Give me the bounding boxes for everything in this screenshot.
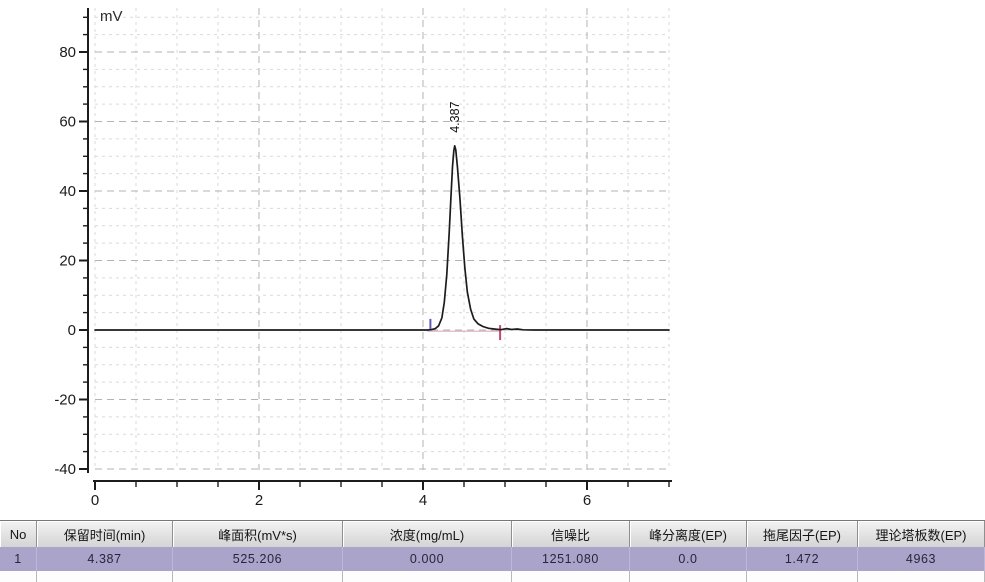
col-header-signal-noise-ratio: 信噪比 (512, 521, 630, 547)
axis-tick-labels: -40 -20 0 20 40 60 80 0 2 4 6 mV (54, 8, 591, 509)
col-header-retention-time: 保留时间(min) (37, 521, 173, 547)
x-tick-label: 2 (255, 492, 263, 509)
chromatogram-trace (94, 144, 670, 331)
col-header-concentration: 浓度(mg/mL) (343, 521, 512, 547)
peak-retention-time-label: 4.387 (448, 101, 462, 132)
col-header-no: No (0, 521, 37, 547)
axes (79, 8, 672, 490)
results-table: No 保留时间(min) 峰面积(mV*s) 浓度(mg/mL) 信噪比 峰分离… (0, 520, 985, 582)
grid-minor (94, 8, 670, 470)
cell-signal-noise-ratio: 1251.080 (512, 547, 630, 571)
cell-tailing-factor: 1.472 (747, 547, 858, 571)
y-tick-label: 40 (59, 183, 76, 200)
col-header-tailing-factor: 拖尾因子(EP) (747, 521, 858, 547)
table-header-row: No 保留时间(min) 峰面积(mV*s) 浓度(mg/mL) 信噪比 峰分离… (0, 521, 985, 547)
y-tick-label: 60 (59, 114, 76, 131)
chromatogram-plot: -40 -20 0 20 40 60 80 0 2 4 6 mV 4.387 (54, 8, 672, 509)
cell-peak-area: 525.206 (173, 547, 343, 571)
cell-theoretical-plates: 4963 (858, 547, 985, 571)
cell-retention-time: 4.387 (37, 547, 173, 571)
col-header-peak-area: 峰面积(mV*s) (173, 521, 343, 547)
y-tick-label: -40 (54, 461, 76, 478)
x-tick-label: 0 (91, 492, 99, 509)
cell-resolution: 0.0 (630, 547, 747, 571)
y-tick-label: 0 (68, 322, 76, 339)
y-tick-label: 80 (59, 44, 76, 61)
chromatogram-canvas: -40 -20 0 20 40 60 80 0 2 4 6 mV 4.387 (54, 8, 672, 509)
table-row-peak-1[interactable]: 1 4.387 525.206 0.000 1251.080 0.0 1.472… (0, 547, 985, 571)
x-tick-label: 6 (583, 492, 591, 509)
cell-no: 1 (0, 547, 37, 571)
col-header-theoretical-plates: 理论塔板数(EP) (858, 521, 985, 547)
y-tick-label: -20 (54, 392, 76, 409)
x-tick-label: 4 (419, 492, 427, 509)
col-header-resolution: 峰分离度(EP) (630, 521, 747, 547)
table-row-empty (0, 571, 985, 582)
y-axis-unit-label: mV (100, 8, 123, 25)
y-tick-label: 20 (59, 253, 76, 270)
cell-concentration: 0.000 (343, 547, 512, 571)
grid-major (95, 8, 669, 470)
